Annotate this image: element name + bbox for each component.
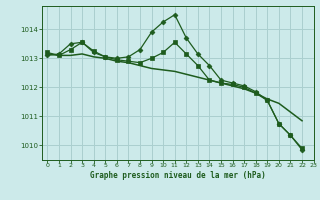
X-axis label: Graphe pression niveau de la mer (hPa): Graphe pression niveau de la mer (hPa) (90, 171, 266, 180)
